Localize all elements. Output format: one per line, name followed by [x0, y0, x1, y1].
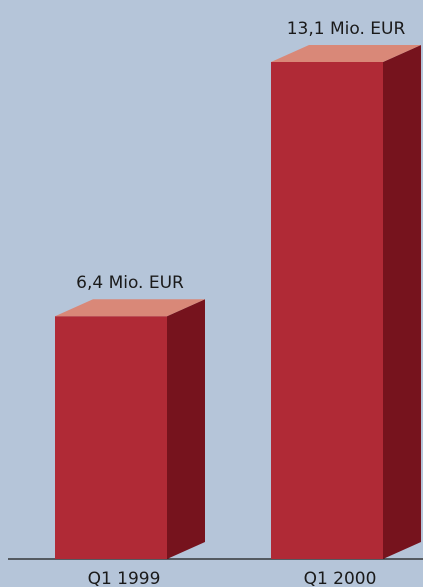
- bar-top: [271, 45, 421, 62]
- bar-front: [271, 62, 383, 559]
- bar-top: [55, 299, 205, 317]
- bar-side: [383, 45, 421, 559]
- bar-front: [55, 316, 167, 559]
- category-label: Q1 1999: [88, 569, 161, 587]
- category-label: Q1 2000: [304, 569, 377, 587]
- bar-side: [167, 299, 205, 559]
- data-label: 6,4 Mio. EUR: [76, 273, 184, 293]
- bar-q1-1999: [55, 299, 205, 559]
- bar-q1-2000: [271, 45, 421, 559]
- data-label: 13,1 Mio. EUR: [287, 19, 406, 39]
